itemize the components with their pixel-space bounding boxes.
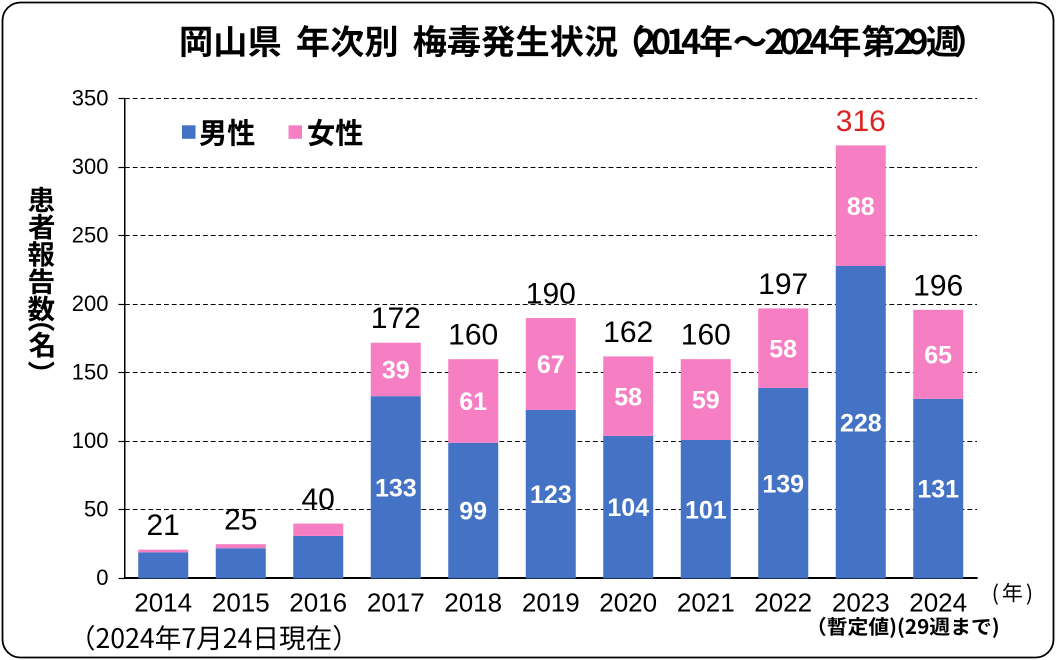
- svg-text:0: 0: [96, 565, 108, 590]
- svg-text:99: 99: [459, 498, 487, 526]
- svg-text:300: 300: [72, 154, 109, 179]
- svg-text:58: 58: [614, 383, 642, 411]
- svg-text:160: 160: [681, 319, 731, 352]
- svg-text:190: 190: [526, 278, 576, 311]
- svg-text:139: 139: [762, 470, 804, 498]
- svg-text:316: 316: [836, 105, 886, 138]
- svg-text:162: 162: [603, 316, 653, 349]
- svg-text:65: 65: [924, 342, 952, 370]
- svg-text:197: 197: [758, 268, 808, 301]
- svg-text:39: 39: [382, 357, 410, 385]
- svg-text:200: 200: [72, 291, 109, 316]
- svg-text:2023: 2023: [832, 588, 890, 618]
- svg-text:21: 21: [147, 509, 180, 542]
- svg-text:61: 61: [459, 388, 487, 416]
- svg-text:150: 150: [72, 359, 109, 384]
- svg-text:2020: 2020: [599, 588, 657, 618]
- svg-text:67: 67: [537, 351, 565, 379]
- svg-text:25: 25: [224, 504, 257, 537]
- svg-text:131: 131: [917, 476, 959, 504]
- svg-text:100: 100: [72, 428, 109, 453]
- svg-text:196: 196: [913, 269, 963, 302]
- svg-text:172: 172: [371, 302, 421, 335]
- svg-text:2022: 2022: [754, 588, 812, 618]
- svg-text:250: 250: [72, 222, 109, 247]
- svg-text:2024: 2024: [909, 588, 967, 618]
- svg-text:350: 350: [72, 85, 109, 110]
- svg-text:228: 228: [840, 409, 882, 437]
- svg-text:2019: 2019: [522, 588, 580, 618]
- svg-text:123: 123: [530, 481, 572, 509]
- svg-text:2014: 2014: [134, 588, 192, 618]
- svg-text:58: 58: [769, 335, 797, 363]
- svg-text:2021: 2021: [677, 588, 735, 618]
- svg-text:101: 101: [685, 496, 727, 524]
- svg-text:2016: 2016: [289, 588, 347, 618]
- svg-text:160: 160: [448, 319, 498, 352]
- svg-text:2015: 2015: [212, 588, 270, 618]
- svg-text:40: 40: [302, 483, 335, 516]
- svg-text:88: 88: [847, 193, 875, 221]
- svg-text:2018: 2018: [444, 588, 502, 618]
- svg-text:104: 104: [607, 494, 649, 522]
- svg-text:133: 133: [375, 474, 417, 502]
- svg-text:2017: 2017: [367, 588, 425, 618]
- svg-text:59: 59: [692, 387, 720, 415]
- svg-text:50: 50: [84, 496, 108, 521]
